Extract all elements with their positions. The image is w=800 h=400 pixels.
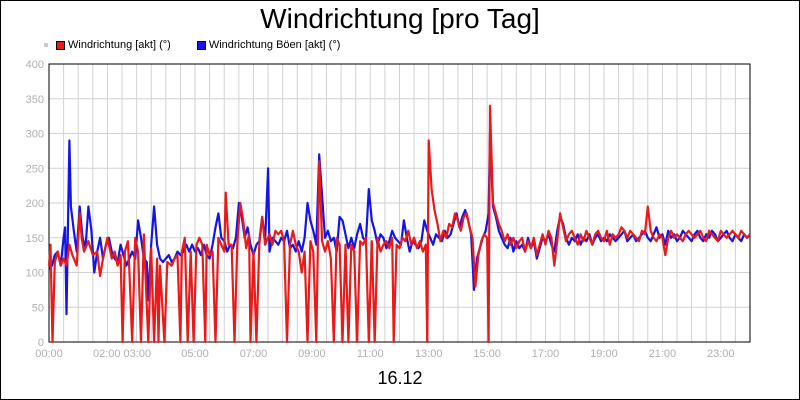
x-tick-label: 17:00: [532, 348, 560, 360]
x-tick-label: 02:00 03:00: [93, 348, 151, 360]
chart-title: Windrichtung [pro Tag]: [260, 3, 540, 34]
legend-marker-icon: [44, 43, 48, 47]
x-tick-label: 13:00: [415, 348, 443, 360]
x-tick-label: 05:00: [181, 348, 209, 360]
x-tick-label: 15:00: [473, 348, 501, 360]
x-tick-label: 07:00: [240, 348, 268, 360]
legend-swatch-blue-icon: [196, 40, 206, 50]
x-axis-label: 16.12: [377, 368, 423, 388]
y-tick-label: 300: [26, 129, 44, 141]
y-tick-label: 250: [26, 163, 44, 175]
x-tick-label: 09:00: [298, 348, 326, 360]
y-tick-label: 400: [26, 59, 44, 71]
x-tick-label: 00:00: [35, 348, 63, 360]
legend-item-boeen: Windrichtung Böen [akt] (°): [196, 39, 341, 51]
series-line-windrichtung: [47, 104, 751, 344]
x-tick-label: 11:00: [357, 348, 384, 360]
y-tick-label: 150: [26, 233, 44, 245]
y-tick-label: 100: [26, 268, 44, 280]
legend-label-boeen: Windrichtung Böen [akt] (°): [208, 39, 341, 51]
y-tick-label: 0: [38, 337, 44, 349]
series-line-boeen: [48, 132, 751, 316]
legend-swatch-red-icon: [56, 40, 65, 50]
legend-label-windrichtung: Windrichtung [akt] (°): [68, 39, 171, 51]
x-tick-label: 23:00: [707, 348, 735, 360]
legend: Windrichtung [akt] (°) Windrichtung Böen…: [44, 38, 366, 52]
x-tick-label: 21:00: [649, 348, 677, 360]
plot-border: [48, 63, 751, 343]
y-tick-label: 200: [26, 198, 44, 210]
x-tick-label: 19:00: [590, 348, 618, 360]
y-tick-label: 350: [26, 94, 44, 106]
legend-item-windrichtung: Windrichtung [akt] (°): [56, 39, 171, 51]
y-tick-label: 50: [32, 302, 44, 314]
